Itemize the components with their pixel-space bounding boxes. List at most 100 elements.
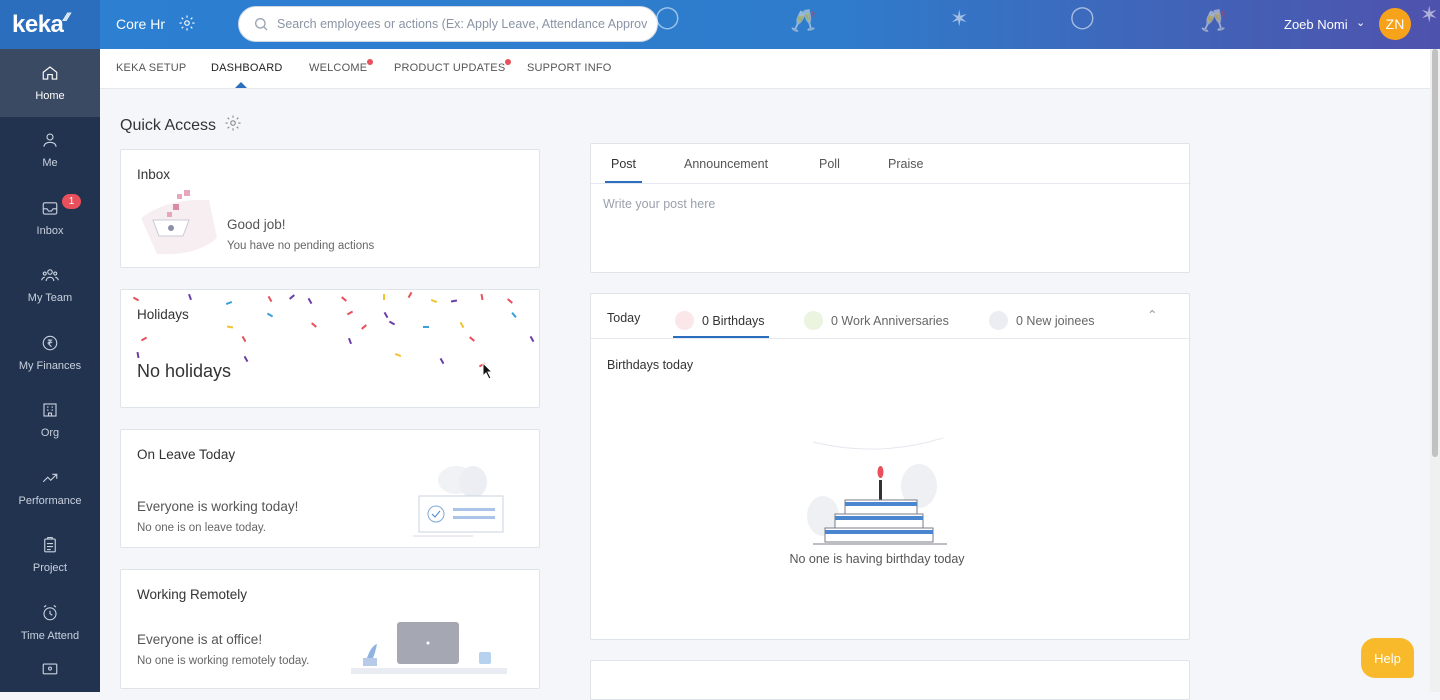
sidebar-item-home[interactable]: Home: [0, 49, 100, 117]
gear-icon[interactable]: [224, 114, 242, 132]
chevron-down-icon[interactable]: ⌄: [1356, 17, 1366, 29]
org-icon: [43, 403, 57, 417]
gear-icon[interactable]: [178, 14, 196, 32]
confetti: [132, 296, 140, 302]
sidebar-item-time-attend[interactable]: Time Attend: [0, 589, 100, 657]
module-title[interactable]: Core Hr: [116, 16, 166, 32]
sidebar-item-my-team[interactable]: My Team: [0, 252, 100, 320]
confetti: [136, 351, 140, 359]
sidebar-item-label: Org: [40, 427, 60, 440]
tab-announcement[interactable]: Announcement: [684, 157, 769, 171]
tab-praise[interactable]: Praise: [888, 157, 924, 171]
confetti: [361, 324, 367, 330]
sidebar-item-me[interactable]: Me: [0, 117, 100, 185]
sidebar-item-project[interactable]: Project: [0, 522, 100, 590]
post-composer-card: Post Announcement Poll Praise: [590, 143, 1191, 273]
working-remotely-card[interactable]: Working Remotely Everyone is at office! …: [120, 569, 540, 689]
next-card: [590, 660, 1190, 700]
on-leave-card[interactable]: On Leave Today Everyone is working today…: [120, 429, 540, 548]
tab-support-info[interactable]: SUPPORT INFO: [527, 62, 612, 74]
avatar[interactable]: ZN: [1379, 8, 1411, 40]
user-name[interactable]: Zoeb Nomi: [1284, 17, 1348, 32]
tab-birthdays[interactable]: 0 Birthdays: [675, 311, 765, 330]
confetti: [407, 291, 413, 299]
confetti: [188, 293, 192, 301]
tab-label: WELCOME: [309, 62, 368, 74]
tab-label: 0 New joinees: [1016, 313, 1095, 328]
cake-icon: [675, 311, 694, 330]
confetti: [241, 335, 247, 343]
confetti: [469, 336, 475, 342]
confetti: [480, 293, 484, 301]
chevron-up-icon[interactable]: ⌃: [1147, 308, 1158, 322]
balloon-decoration-icon: ◯: [655, 4, 680, 29]
sidebar-item-label: My Finances: [18, 359, 82, 372]
confetti: [226, 325, 234, 329]
confetti: [439, 357, 445, 365]
sidebar: keka ⁄⁄⁄ Home Me 1 Inbox My Team My Finan…: [0, 0, 100, 692]
sidebar-item-more[interactable]: [0, 657, 100, 687]
sidebar-item-label: Inbox: [36, 224, 64, 237]
section-title: Birthdays today: [607, 358, 694, 372]
sidebar-item-label: Home: [35, 89, 65, 102]
inbox-card[interactable]: Inbox Good job! You have no pending acti…: [120, 149, 540, 268]
tab-post[interactable]: Post: [611, 157, 637, 171]
glasses-decoration-icon: 🥂: [1200, 8, 1228, 33]
card-title: On Leave Today: [137, 447, 236, 462]
sidebar-item-performance[interactable]: Performance: [0, 454, 100, 522]
sidebar-item-my-finances[interactable]: My Finances: [0, 319, 100, 387]
confetti: [266, 312, 274, 318]
clock-icon: [43, 604, 57, 621]
divider: [591, 183, 1191, 184]
tab-poll[interactable]: Poll: [819, 157, 840, 171]
notification-dot: [367, 59, 374, 65]
confetti: [140, 336, 148, 342]
help-button[interactable]: Help: [1361, 638, 1414, 678]
on-leave-status: Everyone is working today!: [137, 499, 299, 514]
confetti: [341, 296, 347, 302]
confetti: [225, 301, 233, 305]
card-title: Working Remotely: [137, 587, 248, 602]
active-tab-underline: [605, 181, 642, 183]
inbox-subtext: You have no pending actions: [227, 240, 375, 252]
tab-label: PRODUCT UPDATES: [394, 62, 506, 74]
glasses-decoration-icon: 🥂: [790, 8, 818, 33]
notification-dot: [505, 59, 512, 65]
birthday-cake-illustration-icon: [807, 437, 947, 545]
sidebar-item-inbox[interactable]: 1 Inbox: [0, 184, 100, 252]
search-bar[interactable]: [238, 6, 658, 42]
sidebar-item-label: Me: [42, 157, 58, 170]
confetti: [383, 311, 389, 319]
sidebar-item-label: Performance: [18, 494, 82, 507]
holidays-card[interactable]: Holidays No holidays: [120, 289, 540, 408]
keka-logo[interactable]: keka ⁄⁄⁄: [0, 0, 100, 49]
sidebar-item-org[interactable]: Org: [0, 387, 100, 455]
active-tab-underline: [673, 336, 769, 338]
tab-work-anniversaries[interactable]: 0 Work Anniversaries: [804, 311, 949, 330]
tab-keka-setup[interactable]: KEKA SETUP: [116, 62, 187, 74]
confetti: [243, 355, 249, 363]
calendar-check-illustration-icon: [413, 466, 504, 537]
confetti: [346, 310, 354, 316]
tab-dashboard[interactable]: DASHBOARD: [211, 62, 283, 74]
inbox-badge: 1: [62, 194, 81, 209]
tab-label: 0 Birthdays: [702, 313, 765, 328]
search-input[interactable]: [277, 17, 647, 31]
tab-product-updates[interactable]: PRODUCT UPDATES: [394, 59, 512, 74]
confetti: [348, 337, 352, 345]
scrollbar-thumb[interactable]: [1432, 49, 1438, 457]
celebrations-card: Today 0 Birthdays 0 Work Anniversaries 0…: [590, 293, 1191, 640]
post-input[interactable]: [603, 197, 1173, 257]
page-scrollbar[interactable]: [1430, 49, 1440, 692]
user-icon: [43, 133, 57, 148]
party-icon: [804, 311, 823, 330]
confetti: [529, 335, 535, 343]
remote-status: Everyone is at office!: [137, 632, 263, 647]
monitor-icon: [42, 662, 58, 674]
search-icon: [254, 18, 268, 31]
laptop-illustration-icon: [351, 622, 507, 674]
person-icon: [989, 311, 1008, 330]
tab-welcome[interactable]: WELCOME: [309, 59, 374, 74]
on-leave-subtext: No one is on leave today.: [137, 522, 266, 534]
tab-new-joinees[interactable]: 0 New joinees: [989, 311, 1095, 330]
